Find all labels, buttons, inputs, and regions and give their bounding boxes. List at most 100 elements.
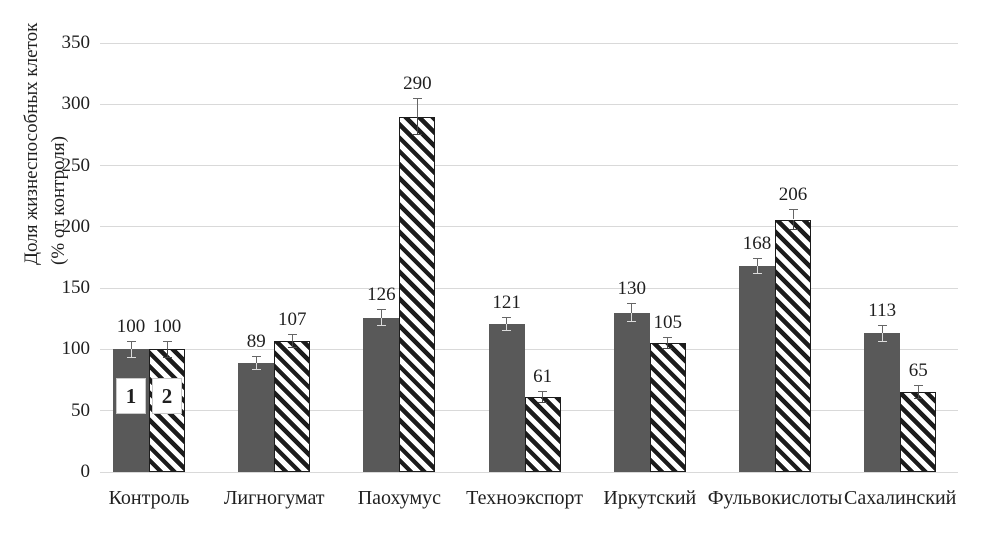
bar-series-1 xyxy=(739,266,775,472)
error-bar-cap-bottom xyxy=(663,348,673,350)
value-label: 121 xyxy=(492,291,521,313)
gridline xyxy=(100,348,958,350)
bar-series-2 xyxy=(649,343,686,472)
error-bar-cap-bottom xyxy=(538,402,548,404)
x-category-label: Паохумус xyxy=(357,487,442,509)
gridline xyxy=(100,165,958,167)
value-label: 61 xyxy=(533,366,553,388)
error-bar-cap-top xyxy=(788,208,798,210)
x-category-label: Сахалинский xyxy=(843,487,957,509)
y-tick-label: 150 xyxy=(61,277,91,299)
error-bar-cap-bottom xyxy=(752,273,762,275)
error-bar-cap-bottom xyxy=(877,340,887,342)
error-bar-cap-bottom xyxy=(162,356,172,358)
gridline xyxy=(100,287,958,289)
error-bar-cap-top xyxy=(913,385,923,387)
error-bar-lower xyxy=(416,116,418,134)
error-bar-lower xyxy=(506,323,508,330)
error-bar-lower xyxy=(631,312,633,322)
error-bar-cap-top xyxy=(627,303,637,305)
value-label: 100 xyxy=(116,316,146,338)
bar-series-1 xyxy=(613,312,650,472)
legend-marker-1: 1 xyxy=(116,378,146,414)
value-label: 290 xyxy=(403,73,432,95)
value-label: 89 xyxy=(246,330,266,352)
gridline xyxy=(100,226,958,228)
y-tick-label: 250 xyxy=(61,154,91,176)
value-label: 206 xyxy=(778,183,808,205)
error-bar-upper xyxy=(130,342,132,350)
value-label: 100 xyxy=(152,316,182,338)
value-label: 65 xyxy=(908,360,928,382)
value-label: 126 xyxy=(367,284,396,306)
error-bar-upper xyxy=(416,99,418,117)
error-bar-lower xyxy=(542,397,544,403)
y-tick-label: 200 xyxy=(61,215,91,237)
error-bar-upper xyxy=(756,258,758,267)
error-bar-cap-bottom xyxy=(376,324,386,326)
error-bar-cap-bottom xyxy=(126,356,136,358)
bar-series-2 xyxy=(775,219,811,472)
error-bar-lower xyxy=(255,362,257,370)
error-bar-upper xyxy=(881,326,883,334)
bar-series-1 xyxy=(864,333,901,472)
error-bar-cap-top xyxy=(126,341,136,343)
error-bar-cap-bottom xyxy=(412,133,422,135)
y-tick-label: 350 xyxy=(61,32,91,53)
error-bar-cap-top xyxy=(877,325,887,327)
bar-series-1 xyxy=(238,362,275,472)
error-bar-cap-top xyxy=(412,98,422,100)
y-tick-label: 300 xyxy=(61,93,91,115)
error-bar-lower xyxy=(756,266,758,274)
y-tick-label: 100 xyxy=(61,338,91,360)
error-bar-lower xyxy=(166,349,168,357)
error-bar-lower xyxy=(380,317,382,325)
error-bar-upper xyxy=(792,209,794,220)
error-bar-lower xyxy=(291,340,293,347)
error-bar-cap-top xyxy=(162,341,172,343)
x-category-label: Контроль xyxy=(108,487,190,509)
error-bar-cap-bottom xyxy=(287,346,297,348)
error-bar-lower xyxy=(667,343,669,349)
error-bar-cap-bottom xyxy=(913,398,923,400)
error-bar-upper xyxy=(255,356,257,363)
error-bar-lower xyxy=(881,333,883,341)
bar-series-2 xyxy=(900,392,937,472)
error-bar-cap-top xyxy=(376,309,386,311)
x-category-label: Техноэкспорт xyxy=(466,487,584,509)
error-bar-upper xyxy=(166,342,168,350)
error-bar-cap-top xyxy=(538,391,548,393)
value-label: 168 xyxy=(742,232,772,254)
error-bar-upper xyxy=(380,310,382,318)
error-bar-lower xyxy=(792,219,794,230)
x-category-label: Иркутский xyxy=(603,487,697,509)
gridline xyxy=(100,103,958,105)
bar-series-1 xyxy=(488,323,525,472)
error-bar-upper xyxy=(631,304,633,313)
value-label: 105 xyxy=(653,312,683,334)
error-bar-upper xyxy=(917,386,919,393)
error-bar-upper xyxy=(291,334,293,341)
value-label: 113 xyxy=(868,300,897,322)
error-bar-cap-top xyxy=(251,355,261,357)
error-bar-cap-bottom xyxy=(502,329,512,331)
x-category-label: Фульвокислоты xyxy=(707,487,843,509)
gridline xyxy=(100,471,958,473)
gridline xyxy=(100,42,958,44)
error-bar-cap-top xyxy=(502,316,512,318)
error-bar-upper xyxy=(542,392,544,398)
value-label: 107 xyxy=(277,308,307,330)
bar-series-1 xyxy=(363,317,400,472)
x-category-label: Лигногумат xyxy=(223,487,325,509)
y-tick-label: 50 xyxy=(71,399,90,421)
y-tick-label: 0 xyxy=(80,461,91,482)
error-bar-upper xyxy=(506,317,508,324)
error-bar-lower xyxy=(130,349,132,357)
value-label: 130 xyxy=(617,278,647,300)
bar-series-2 xyxy=(524,397,561,472)
error-bar-cap-top xyxy=(287,333,297,335)
bar-series-2 xyxy=(274,340,311,472)
legend-marker-2: 2 xyxy=(152,378,182,414)
error-bar-upper xyxy=(667,338,669,344)
